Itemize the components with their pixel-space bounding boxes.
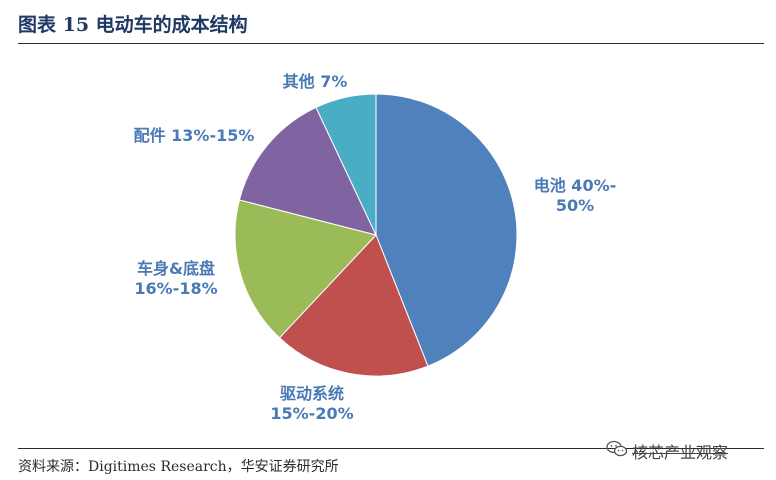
slice-label-1: 驱动系统 15%-20% [270,384,353,423]
slice-label-4: 其他 7% [283,72,348,91]
pie-slice-0 [375,93,518,367]
title-divider [18,43,764,44]
watermark-text: 核芯产业观察 [632,445,729,462]
wechat-icon [606,440,628,457]
pie-slice-2 [234,199,377,339]
slice-label-2: 车身&底盘 16%-18% [134,259,217,298]
pie-slice-1 [278,234,429,377]
chart-title: 图表 15 电动车的成本结构 [18,14,248,36]
source-divider [18,448,764,449]
pie-slice-3 [238,106,377,236]
slice-label-0: 电池 40%-50% [534,176,617,215]
watermark: 核芯产业观察 [606,438,756,462]
source-note: 资料来源：Digitimes Research，华安证券研究所 [18,459,339,475]
pie-slice-4 [315,93,377,236]
slice-label-3: 配件 13%-15% [134,126,255,145]
